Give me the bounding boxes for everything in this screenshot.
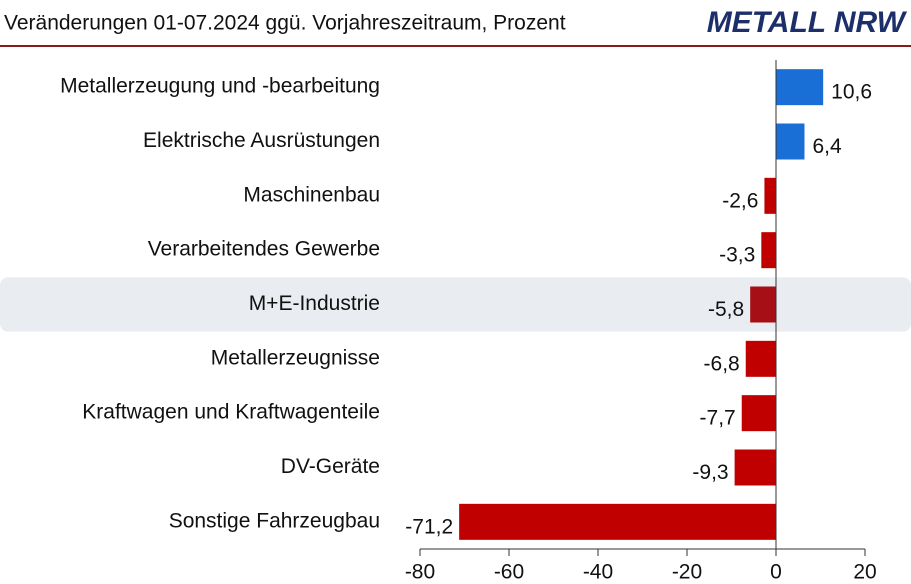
logo: METALL NRW: [707, 6, 908, 39]
value-label: 10,6: [831, 81, 872, 104]
category-label: Verarbeitendes Gewerbe: [148, 238, 380, 261]
chart-title: Veränderungen 01-07.2024 ggü. Vorjahresz…: [4, 12, 566, 35]
bar: [734, 449, 776, 486]
category-label: M+E-Industrie: [249, 292, 380, 315]
x-tick-label: -60: [494, 561, 524, 584]
value-label: -7,7: [700, 407, 736, 430]
x-tick-label: -40: [583, 561, 613, 584]
highlight-row: [0, 277, 911, 332]
bar: [776, 69, 824, 106]
bar: [750, 286, 776, 323]
bar: [764, 177, 776, 214]
value-label: -6,8: [704, 352, 740, 375]
value-label: 6,4: [812, 135, 842, 158]
x-tick-label: 0: [770, 561, 782, 584]
category-label: Elektrische Ausrüstungen: [143, 129, 380, 152]
value-label: -9,3: [692, 461, 728, 484]
category-label: Sonstige Fahrzeugbau: [169, 509, 380, 532]
bar: [761, 232, 776, 269]
value-label: -71,2: [405, 515, 453, 538]
category-label: Maschinenbau: [243, 183, 380, 206]
x-tick-label: 20: [853, 561, 876, 584]
x-tick-label: -80: [405, 561, 435, 584]
bar: [745, 340, 776, 377]
value-label: -5,8: [708, 298, 744, 321]
value-label: -3,3: [719, 244, 755, 267]
category-label: Metallerzeugnisse: [211, 346, 380, 369]
bar: [741, 395, 776, 432]
category-label: Kraftwagen und Kraftwagenteile: [82, 401, 380, 424]
x-tick-label: -20: [672, 561, 702, 584]
category-label: Metallerzeugung und -bearbeitung: [60, 75, 380, 98]
bar: [459, 503, 776, 540]
bar: [776, 123, 805, 160]
value-label: -2,6: [722, 189, 758, 212]
category-label: DV-Geräte: [281, 455, 380, 478]
